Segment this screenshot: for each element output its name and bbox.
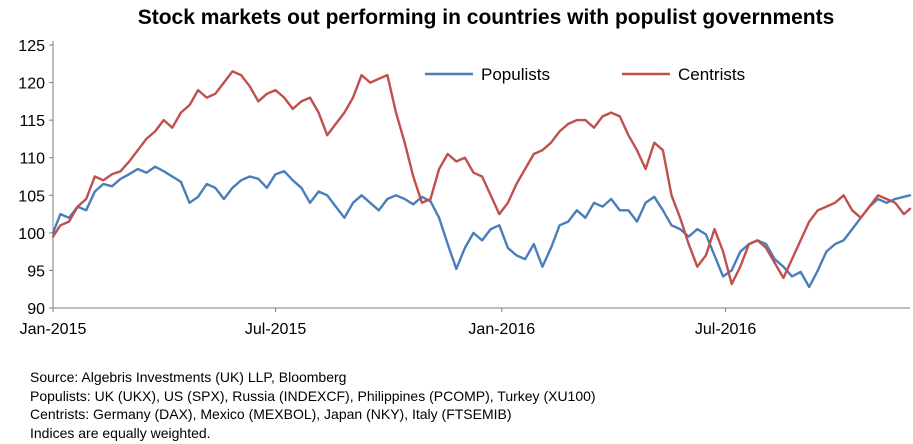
x-tick-label: Jul-2016 bbox=[695, 321, 756, 338]
x-tick-label: Jul-2015 bbox=[245, 321, 306, 338]
y-tick-label: 105 bbox=[18, 188, 45, 205]
series-line-populists bbox=[51, 165, 912, 289]
y-tick-label: 110 bbox=[19, 151, 45, 168]
y-tick-label: 125 bbox=[18, 38, 45, 55]
note-source: Source: Algebris Investments (UK) LLP, B… bbox=[30, 369, 347, 385]
note-weighting: Indices are equally weighted. bbox=[30, 424, 211, 441]
legend-label-populists: Populists bbox=[481, 65, 550, 84]
note-centrists: Centrists: Germany (DAX), Mexico (MEXBOL… bbox=[30, 406, 512, 422]
y-tick-label: 115 bbox=[19, 113, 45, 130]
y-tick-label: 100 bbox=[18, 226, 45, 243]
chart-title: Stock markets out performing in countrie… bbox=[137, 6, 835, 29]
y-tick-label: 95 bbox=[27, 263, 45, 280]
series-line-centrists bbox=[51, 70, 912, 286]
legend-label-centrists: Centrists bbox=[678, 65, 745, 84]
y-tick-label: 90 bbox=[27, 301, 45, 318]
x-tick-label: Jan-2015 bbox=[20, 321, 87, 338]
x-tick-label: Jan-2016 bbox=[468, 321, 535, 338]
y-tick-label: 120 bbox=[18, 76, 45, 93]
note-populists: Populists: UK (UKX), US (SPX), Russia (I… bbox=[30, 387, 596, 404]
chart-notes: Source: Algebris Investments (UK) LLP, B… bbox=[30, 368, 596, 442]
